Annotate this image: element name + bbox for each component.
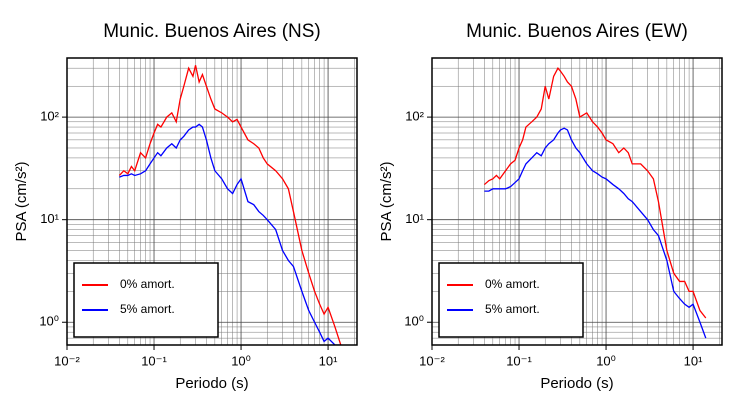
legend-box [438,262,584,338]
y-axis-label: PSA (cm/s²) [378,161,395,241]
panel: Munic. Buenos Aires (NS) 10⁻² 10⁻¹ 10⁰ 10¹ 10… [13,21,358,392]
legend-label: 5% amort. [120,302,175,316]
y-tick-label: 10⁰ [404,314,424,329]
series-line [483,67,707,319]
x-tick-label: 10⁻¹ [506,353,532,368]
x-tick-label: 10⁰ [231,353,251,368]
panel: Munic. Buenos Aires (EW) 10⁻² 10⁻¹ 10⁰ 10¹ 10… [378,21,723,392]
plot-frame [66,57,358,346]
legend-label: 0% amort. [120,277,175,291]
chart-title: Munic. Buenos Aires (EW) [466,21,688,42]
x-axis-label: Periodo (s) [175,375,248,392]
legend: 0% amort. 5% amort. [438,262,584,338]
y-tick-label: 10¹ [405,211,424,226]
x-tick-label: 10⁻² [54,353,80,368]
plot-frame [431,57,723,346]
legend-box [73,262,219,338]
x-tick-label: 10⁻¹ [141,353,167,368]
series-line [484,127,707,339]
x-tick-label: 10⁰ [596,353,616,368]
y-axis-label: PSA (cm/s²) [13,161,30,241]
y-tick-label: 10² [405,109,424,124]
legend: 0% amort. 5% amort. [73,262,219,338]
series-line [118,65,342,345]
x-axis-label: Periodo (s) [540,375,613,392]
series-line [119,123,341,345]
y-tick-label: 10² [40,109,59,124]
y-tick-label: 10¹ [40,211,59,226]
chart-title: Munic. Buenos Aires (NS) [103,21,321,42]
y-tick-label: 10⁰ [39,314,59,329]
legend-label: 5% amort. [485,302,540,316]
x-tick-label: 10¹ [319,353,338,368]
x-tick-label: 10⁻² [419,353,445,368]
legend-label: 0% amort. [485,277,540,291]
x-tick-label: 10¹ [684,353,703,368]
